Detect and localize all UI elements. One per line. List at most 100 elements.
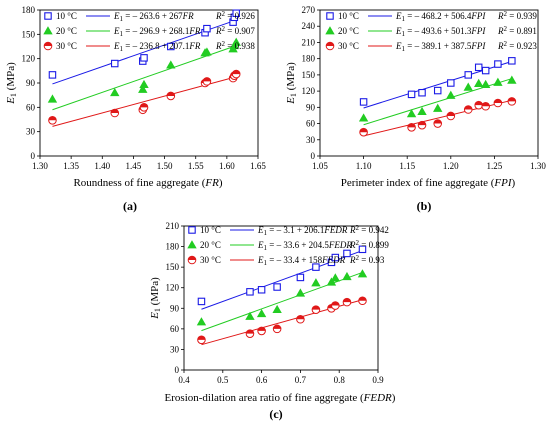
series-points-0 — [359, 57, 516, 106]
legend-equation: E1 = – 33.4 + 158FEDR — [257, 255, 346, 267]
xlabel-var: FPI — [493, 177, 512, 189]
legend-name-value: 20 °C — [200, 240, 221, 250]
r2-symbol: R — [215, 41, 222, 51]
eq-const: – 33.4 + 158 — [276, 255, 323, 265]
eq-sub: 1 — [264, 259, 268, 267]
data-point — [464, 71, 472, 79]
legend-marker-2 — [43, 41, 53, 51]
legend-series-name: 30 °C — [338, 41, 359, 51]
r2-equals: = — [225, 41, 235, 51]
ylabel-sub: 1 — [9, 93, 18, 97]
legend-series-name: 10 °C — [200, 225, 221, 235]
data-point — [202, 47, 212, 56]
y-tick-label: 180 — [22, 5, 36, 15]
legend-name-value: 10 °C — [200, 225, 221, 235]
x-tick-label: 0.9 — [372, 375, 384, 385]
series-points-1 — [358, 75, 517, 122]
y-tick-value: 150 — [302, 70, 316, 80]
y-tick-value: 0 — [311, 151, 316, 161]
data-point-fill — [167, 92, 175, 96]
legend-equation: E1 = – 468.2 + 506.4FPI — [395, 11, 486, 23]
series-points-1 — [47, 37, 241, 103]
panel-letter: (c) — [269, 407, 282, 421]
data-point — [245, 329, 255, 338]
data-point — [331, 253, 340, 262]
data-point — [493, 77, 503, 86]
y-tick-label: 120 — [22, 54, 36, 64]
ylabel-post: (MPa) — [285, 62, 297, 93]
r2-symbol: R — [497, 41, 504, 51]
data-point — [342, 297, 352, 307]
legend-equation: E1 = – 33.6 + 204.5FEDR — [257, 240, 352, 252]
y-tick-value: 30 — [306, 135, 316, 145]
legend-marker-1 — [187, 240, 197, 249]
r2-value: 0.942 — [369, 225, 389, 235]
y-tick-label: 30 — [306, 135, 316, 145]
y-tick-label: 270 — [302, 5, 316, 15]
eq-var-e: E — [395, 41, 402, 51]
x-tick-label: 1.15 — [399, 161, 415, 171]
eq-equals: = — [267, 240, 277, 250]
legend-marker-1 — [43, 26, 53, 35]
data-point — [110, 108, 120, 118]
data-point-fill — [246, 329, 254, 334]
data-point-fill — [312, 305, 320, 310]
series-points-1 — [196, 269, 368, 326]
data-point — [203, 24, 211, 33]
data-point — [296, 273, 305, 282]
eq-var-e: E — [257, 255, 264, 265]
eq-var-e: E — [257, 225, 264, 235]
legend: 10 °C E1 = – 468.2 + 506.4FPI R2 = 0.93920… — [325, 10, 537, 53]
data-point — [481, 66, 490, 75]
data-point — [446, 90, 456, 99]
legend-series-name: 20 °C — [56, 26, 77, 36]
data-point — [417, 120, 427, 130]
data-point — [197, 297, 206, 306]
fit-line-0 — [363, 60, 512, 109]
y-axis-label: E1 (MPa) — [285, 62, 298, 105]
panel-label: (b) — [417, 199, 432, 213]
data-point — [48, 116, 57, 125]
y-tick-value: 60 — [26, 102, 36, 112]
data-point-fill — [433, 119, 442, 124]
legend-name-value: 30 °C — [338, 41, 359, 51]
y-tick-value: 180 — [166, 242, 180, 252]
legend-r2: R2 = 0.939 — [497, 10, 537, 21]
legend-marker-0 — [326, 12, 334, 20]
eq-equals: = — [123, 11, 133, 21]
panel-letter: (a) — [123, 199, 137, 213]
y-tick-label: 0 — [175, 365, 180, 375]
x-tick-value: 1.20 — [443, 161, 459, 171]
ylabel-var: E — [149, 312, 161, 320]
r2-equals: = — [507, 11, 517, 21]
data-point — [494, 60, 502, 68]
eq-equals: = — [405, 11, 415, 21]
xlabel-pre: Roundness of fine aggregate ( — [73, 177, 205, 189]
x-tick-value: 0.8 — [334, 375, 346, 385]
data-point — [246, 288, 254, 296]
legend-r2: R2 = 0.926 — [215, 10, 255, 21]
chart-panel-a: 1.30 1.35 1.40 1.45 1.50 1.55 1.60 1.65 0 30 60 90 1… — [5, 5, 266, 213]
eq-sub: 1 — [264, 244, 268, 252]
x-tick-label: 0.4 — [178, 375, 190, 385]
x-axis-label: Roundness of fine aggregate (FR) — [73, 177, 222, 189]
y-tick-label: 210 — [302, 37, 316, 47]
series-points-0 — [48, 9, 240, 79]
data-point — [166, 60, 176, 69]
data-point — [358, 113, 369, 122]
data-point-fill — [273, 325, 281, 329]
x-tick-label: 1.55 — [188, 161, 204, 171]
y-tick-value: 150 — [22, 29, 36, 39]
data-point-fill — [494, 99, 502, 104]
legend-r2: R2 = 0.942 — [349, 224, 389, 235]
x-tick-label: 1.05 — [312, 161, 328, 171]
y-tick-value: 150 — [166, 262, 180, 272]
data-point — [256, 308, 267, 318]
data-point — [48, 71, 57, 79]
r2-exp: 2 — [504, 40, 508, 48]
data-point — [197, 335, 206, 345]
y-axis-label: E1 (MPa) — [149, 277, 162, 320]
eq-sub: 1 — [120, 45, 124, 53]
x-tick-label: 1.65 — [250, 161, 266, 171]
